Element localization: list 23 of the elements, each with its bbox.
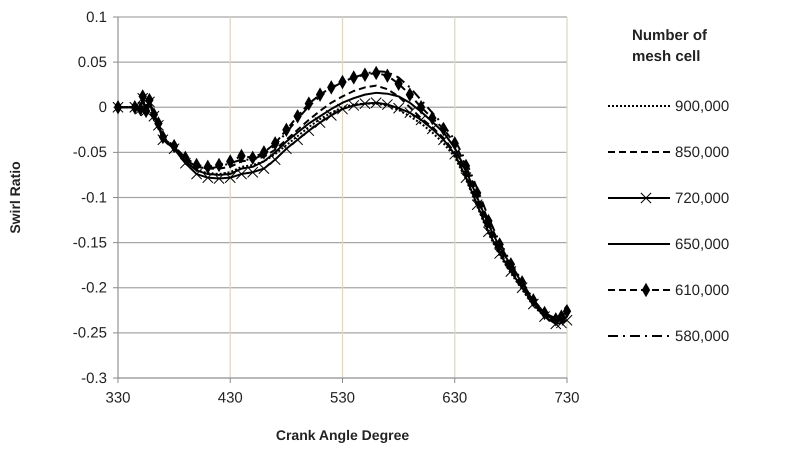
legend-label: 850,000 — [675, 144, 730, 161]
y-tick-label: -0.05 — [72, 144, 107, 162]
x-tick-label: 430 — [218, 390, 243, 406]
x-tick-label: 730 — [554, 390, 580, 406]
legend-label: 580,000 — [675, 328, 730, 345]
y-axis-title: Swirl Ratio — [7, 161, 23, 234]
y-tick-label: -0.15 — [72, 234, 107, 252]
y-tick-label: -0.1 — [81, 189, 107, 206]
legend-title: Number of mesh cell — [632, 27, 708, 65]
legend-label: 610,000 — [675, 282, 730, 299]
y-tick-label: 0.1 — [86, 8, 107, 26]
y-tick-label: 0.05 — [78, 54, 107, 71]
x-tick-label: 330 — [105, 390, 131, 406]
y-tick-label: 0 — [98, 99, 107, 116]
x-tick-label: 530 — [330, 390, 356, 406]
y-tick-label: -0.2 — [81, 280, 107, 297]
legend-label: 900,000 — [675, 98, 730, 115]
x-tick-label: 630 — [442, 390, 468, 406]
legend-label: 720,000 — [675, 190, 730, 207]
y-tick-label: -0.3 — [81, 370, 107, 387]
x-axis-title: Crank Angle Degree — [276, 427, 410, 443]
y-tick-label: -0.25 — [72, 324, 107, 342]
legend-label: 650,000 — [675, 236, 730, 253]
